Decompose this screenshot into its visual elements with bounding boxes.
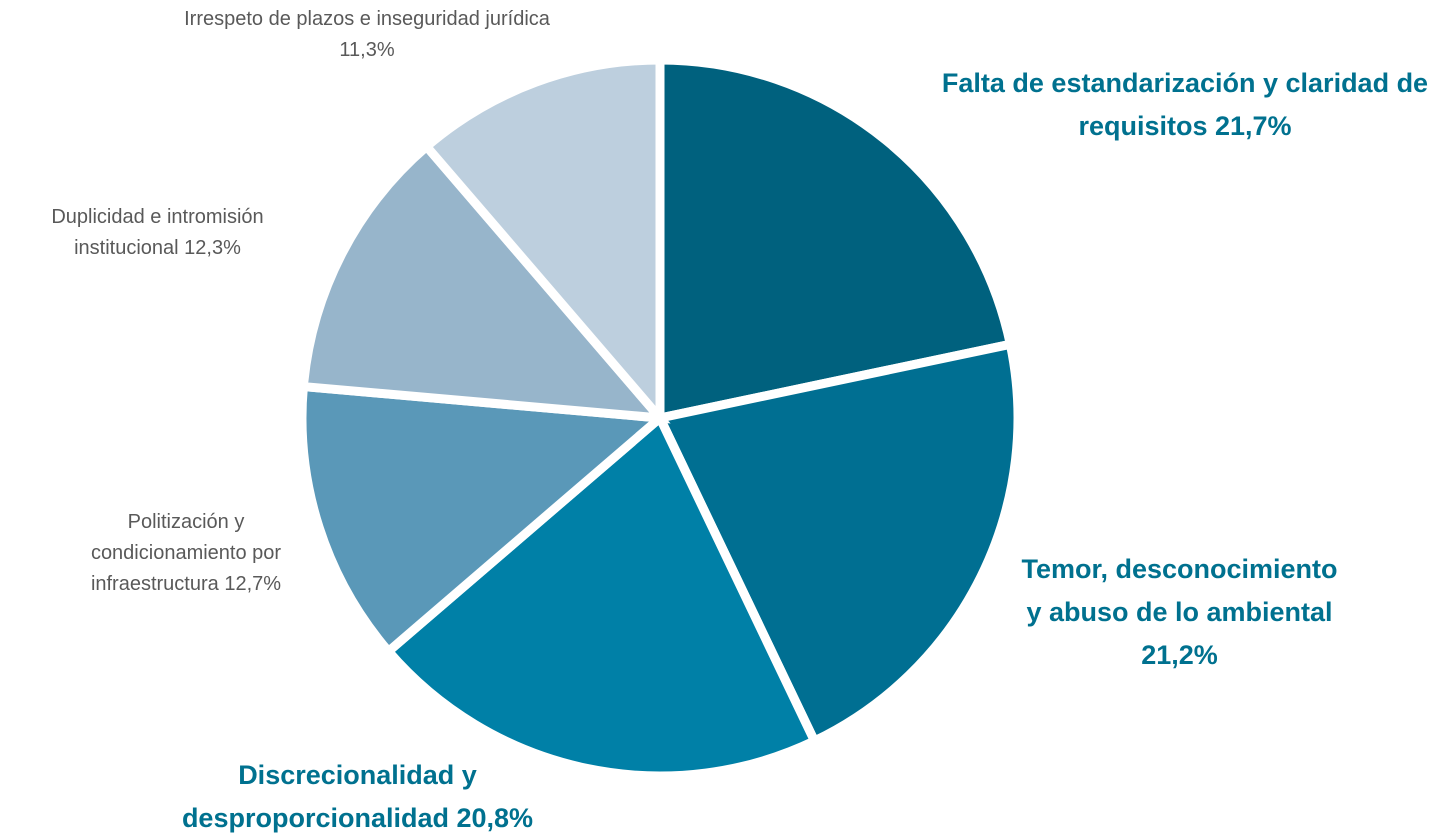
value-label: 12,7% <box>224 573 282 595</box>
slice-label: Irrespeto de plazos e inseguridad jurídi… <box>183 4 551 66</box>
slice-label: Duplicidad e intromisión institucional 1… <box>5 202 310 264</box>
slice-label: Temor, desconocimiento y abuso de lo amb… <box>1012 548 1347 677</box>
pie-slice <box>298 140 671 424</box>
pie-slice <box>653 338 1023 747</box>
value-label: 21,7% <box>1214 111 1292 141</box>
slice-label: Politización y condicionamiento por infr… <box>75 507 297 600</box>
category-label: Irrespeto de plazos e inseguridad jurídi… <box>184 8 550 30</box>
slice-label: Discrecionalidad y desproporcionalidad 2… <box>130 754 585 840</box>
category-label: Politización y condicionamiento por infr… <box>90 511 282 595</box>
pie-slice <box>655 55 1016 424</box>
value-label: 21,2% <box>1141 640 1218 670</box>
slice-label: Falta de estandarización y claridad de r… <box>930 62 1440 148</box>
category-label: Falta de estandarización y claridad de r… <box>941 68 1429 141</box>
pie-slice <box>297 381 672 658</box>
pie-slice <box>420 55 665 431</box>
pie-slice <box>382 410 821 781</box>
category-label: Discrecionalidad y desproporcionalidad <box>181 760 477 833</box>
value-label: 20,8% <box>456 803 534 833</box>
category-label: Temor, desconocimiento y abuso de lo amb… <box>1021 554 1338 627</box>
category-label: Duplicidad e intromisión institucional <box>51 206 264 259</box>
value-label: 12,3% <box>184 237 241 259</box>
value-label: 11,3% <box>339 39 395 61</box>
